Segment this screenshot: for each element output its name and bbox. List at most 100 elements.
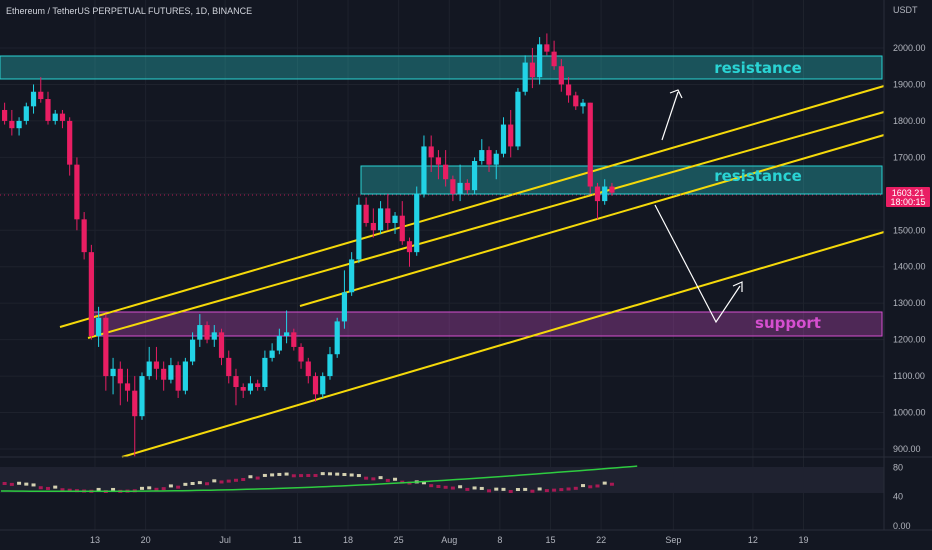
candle (153, 346, 160, 380)
candle-body (594, 186, 601, 202)
candle-body (443, 164, 449, 180)
candle (182, 357, 188, 395)
indicator-bar (161, 487, 166, 491)
candle (255, 379, 261, 391)
arrow-down-head (732, 281, 743, 292)
channel-line-middle (87, 111, 885, 339)
indicator-bar (291, 474, 296, 478)
candle (247, 376, 254, 395)
indicator-bar (313, 474, 318, 478)
indicator-bar (436, 484, 441, 488)
indicator-bar (248, 475, 253, 479)
candle (117, 361, 123, 406)
indicator-bar (537, 487, 542, 491)
y-tick-label: 1000.00 (893, 408, 926, 418)
indicator-bar (371, 477, 376, 481)
candle-body (240, 387, 246, 391)
candle (9, 109, 15, 136)
indicator-bar (356, 474, 361, 478)
indicator-bar (183, 482, 188, 486)
x-tick-label: 22 (596, 535, 606, 545)
y-tick-label: 1900.00 (893, 79, 926, 89)
last-price-tag: 1603.21 18:00:15 (886, 187, 930, 207)
candle (23, 102, 29, 125)
indicator-bar (364, 476, 369, 480)
candle-body (197, 325, 203, 340)
indicator-bar (111, 487, 116, 491)
candle (443, 150, 449, 187)
candle-body (464, 182, 470, 191)
candle-body (211, 332, 217, 340)
x-tick-label: 25 (394, 535, 404, 545)
y-tick-label: 1400.00 (893, 262, 926, 272)
indicator-bar (306, 474, 311, 478)
candle-body (276, 335, 282, 351)
candle-body (320, 376, 326, 395)
indicator-bar (559, 488, 564, 492)
indicator-bar (9, 482, 14, 486)
candle-body (500, 124, 507, 154)
candle (435, 150, 442, 180)
candle (602, 179, 608, 205)
support-zone (91, 311, 883, 337)
indicator-bar (197, 481, 202, 485)
candle (124, 368, 131, 402)
candle-body (305, 361, 311, 377)
candle (88, 244, 94, 340)
arrow-up-head (669, 89, 683, 99)
time-axis[interactable]: 13 20 Jul 11 18 25 Aug 8 15 22 Sep 12 19 (90, 535, 809, 545)
candle (291, 328, 297, 351)
indicator-bar (588, 485, 593, 489)
indicator-bar (393, 477, 398, 481)
y-tick-label: 2000.00 (893, 43, 926, 53)
indicator-bar (487, 489, 492, 493)
x-tick-label: 11 (293, 535, 302, 545)
candle (233, 368, 239, 406)
candle (479, 139, 485, 165)
candle-body (124, 383, 131, 391)
candle-body (515, 91, 521, 147)
candle-body (298, 346, 304, 362)
candle (573, 91, 579, 110)
candle-body (421, 146, 427, 194)
candle (96, 306, 102, 347)
candle (52, 109, 58, 125)
indicator-bar (262, 473, 267, 477)
indicator-bar (530, 489, 535, 493)
candle (508, 109, 514, 158)
candle-body (30, 91, 37, 107)
candle-body (486, 150, 492, 165)
indicator-bar (609, 482, 614, 486)
candle-body (16, 120, 22, 129)
candle-body (59, 113, 66, 121)
candle-body (139, 376, 145, 417)
indicator-bar (385, 478, 390, 482)
candle-body (283, 332, 290, 336)
candle (139, 372, 145, 420)
indicator-bar (147, 486, 152, 490)
indicator-bar (602, 481, 607, 485)
candle-body (175, 365, 181, 391)
candle (421, 135, 427, 198)
channel-line-lower (121, 231, 885, 458)
indicator-bar (38, 486, 43, 490)
x-tick-label: 20 (141, 535, 151, 545)
candle-body (544, 44, 550, 52)
candle-body (247, 383, 254, 391)
candle (327, 346, 333, 380)
candle-body (558, 66, 564, 85)
candle-body (23, 106, 29, 121)
candle (283, 310, 290, 344)
price-axis[interactable]: 2000.001900.001800.001700.001600.001500.… (893, 43, 926, 454)
candle (30, 84, 37, 114)
indicator-bar (17, 481, 22, 485)
candle (609, 182, 615, 196)
indicator-bar (2, 482, 7, 485)
candle-body (153, 361, 160, 369)
y-tick-label: 1100.00 (893, 371, 925, 381)
candle (74, 157, 80, 231)
candle-body (508, 124, 514, 147)
x-tick-label: Sep (665, 535, 681, 545)
